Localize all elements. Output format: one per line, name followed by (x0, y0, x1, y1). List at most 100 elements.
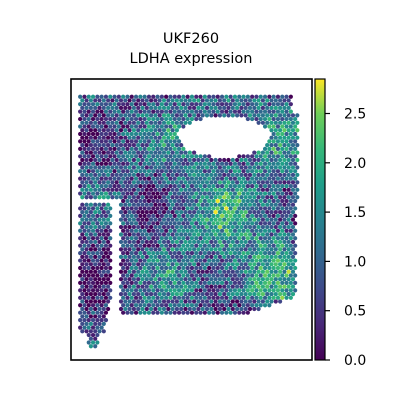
spot (209, 187, 214, 192)
spot (235, 299, 240, 304)
spot (133, 228, 139, 233)
spot (170, 113, 175, 118)
spot (118, 224, 124, 230)
spot (82, 124, 87, 129)
spot (93, 150, 98, 155)
spot (290, 202, 296, 207)
spot (235, 105, 240, 110)
spot (250, 161, 255, 166)
spot (131, 291, 136, 297)
spot (82, 169, 87, 174)
spot (284, 236, 289, 241)
spot (82, 161, 87, 166)
spot (153, 277, 158, 282)
spot (168, 288, 173, 293)
spot (97, 291, 102, 297)
spot (239, 269, 244, 274)
spot (86, 221, 91, 226)
spot (194, 116, 199, 122)
spot (86, 228, 91, 233)
spot (282, 172, 287, 178)
spot (88, 120, 93, 125)
spot (286, 247, 291, 252)
spot (275, 131, 281, 137)
spot (247, 105, 253, 110)
spot (282, 180, 287, 185)
spot (286, 172, 291, 178)
spot (247, 157, 253, 163)
spot (192, 165, 197, 170)
spot (155, 109, 160, 114)
spot (144, 277, 149, 282)
spot (267, 288, 272, 293)
spot (200, 232, 205, 237)
spot (106, 239, 111, 245)
spot (118, 306, 124, 312)
spot (290, 120, 296, 125)
spot (84, 143, 89, 148)
spot (153, 269, 158, 274)
spot (209, 98, 214, 103)
spot (127, 299, 132, 304)
spot (78, 176, 83, 181)
spot (144, 284, 149, 289)
spot (140, 284, 145, 289)
spot (127, 247, 132, 252)
spot (247, 284, 253, 289)
spot (192, 277, 197, 282)
spot (149, 120, 154, 125)
spot (78, 236, 83, 241)
spot (86, 146, 91, 151)
spot (106, 165, 111, 170)
spot (271, 146, 276, 151)
spot (217, 210, 222, 215)
spot (275, 198, 281, 204)
spot (159, 221, 164, 226)
spot (108, 191, 113, 196)
spot (159, 243, 164, 248)
spot (267, 161, 272, 166)
spot (209, 210, 214, 215)
spot (265, 247, 270, 252)
spot (224, 109, 229, 114)
spot (142, 109, 147, 114)
spot (159, 198, 164, 204)
spot (185, 265, 190, 271)
spot (138, 228, 143, 233)
spot (93, 239, 98, 245)
spot (228, 206, 233, 211)
spot (78, 109, 83, 114)
spot (198, 176, 203, 181)
spot (166, 180, 171, 185)
spot (168, 191, 173, 196)
spot (224, 213, 229, 218)
spot (241, 191, 246, 196)
spot (260, 262, 265, 267)
spot (288, 206, 293, 211)
spot (211, 280, 216, 286)
spot (90, 94, 96, 99)
spot (146, 124, 152, 129)
spot (232, 109, 238, 114)
spot (204, 291, 210, 297)
spot (101, 128, 106, 133)
spot (179, 224, 184, 230)
colorbar-tick-label: 1.5 (344, 205, 366, 221)
spot (95, 146, 100, 151)
spot (183, 105, 188, 110)
spot (95, 116, 100, 122)
spot (284, 221, 289, 226)
spot (217, 165, 222, 170)
spot (110, 195, 115, 200)
spot (269, 262, 274, 267)
spot (271, 161, 276, 166)
spot (131, 105, 136, 110)
spot (86, 184, 91, 189)
spot (101, 210, 106, 215)
spot (217, 217, 222, 222)
spot (176, 191, 182, 196)
spot (166, 98, 171, 103)
spot (136, 306, 141, 312)
spot (230, 254, 235, 259)
spot (99, 146, 104, 151)
